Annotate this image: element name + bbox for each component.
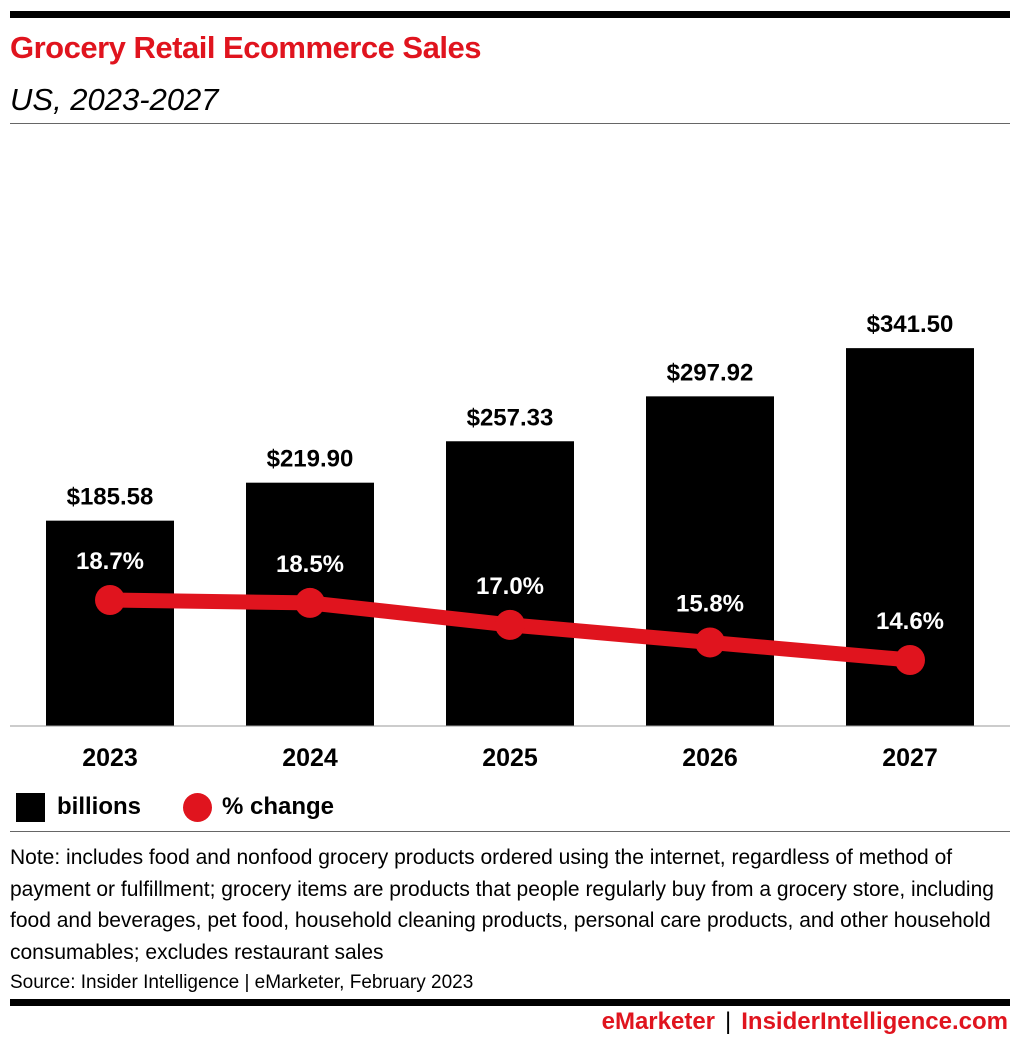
pct-change-label: 15.8% <box>676 590 744 617</box>
bar-value-label: $185.58 <box>67 484 154 511</box>
pct-change-label: 18.5% <box>276 551 344 578</box>
bar-2023 <box>46 520 174 726</box>
legend-bar-swatch <box>16 792 45 822</box>
bar-line-chart: $185.58 $219.90 $257.33 $297.92 $341.50 2023 2… <box>10 311 1010 772</box>
pct-change-label: 18.7% <box>76 548 144 575</box>
legend-bar-label: billions <box>57 793 141 820</box>
title-divider <box>10 123 1010 124</box>
legend-line-label: % change <box>222 793 335 820</box>
chart-legend: billions % change <box>16 790 334 824</box>
pct-change-point <box>495 609 525 640</box>
pct-change-point <box>695 627 725 658</box>
chart-title: Grocery Retail Ecommerce Sales <box>10 30 481 65</box>
legend-line-swatch <box>183 792 212 822</box>
top-rule <box>10 11 1010 18</box>
brand-insiderintelligence: InsiderIntelligence.com <box>741 1008 1008 1035</box>
chart-note: Note: includes food and nonfood grocery … <box>10 846 994 964</box>
bar-2025 <box>446 441 574 726</box>
bar-value-label: $257.33 <box>467 404 554 431</box>
x-tick-label: 2025 <box>482 744 538 772</box>
bottom-rule <box>10 999 1010 1006</box>
x-tick-label: 2026 <box>682 744 738 772</box>
chart-source: Source: Insider Intelligence | eMarketer… <box>10 972 474 993</box>
chart-subtitle: US, 2023-2027 <box>10 82 219 117</box>
pct-change-point <box>895 645 925 675</box>
bar-value-label: $297.92 <box>667 359 754 386</box>
bar-value-label: $341.50 <box>867 311 954 338</box>
legend-divider <box>10 831 1010 832</box>
brand-emarketer: eMarketer <box>601 1008 716 1035</box>
bar-2026 <box>646 396 774 726</box>
pct-change-point <box>295 587 325 618</box>
brand-footer: eMarketer | InsiderIntelligence.com <box>602 1008 1008 1036</box>
x-tick-label: 2023 <box>82 744 138 772</box>
pct-change-label: 17.0% <box>476 573 544 600</box>
x-tick-label: 2024 <box>282 744 338 772</box>
x-tick-label: 2027 <box>882 744 938 772</box>
pct-change-label: 14.6% <box>876 608 944 635</box>
brand-separator: | <box>725 1008 732 1035</box>
pct-change-point <box>95 585 125 615</box>
bar-value-label: $219.90 <box>267 446 354 473</box>
